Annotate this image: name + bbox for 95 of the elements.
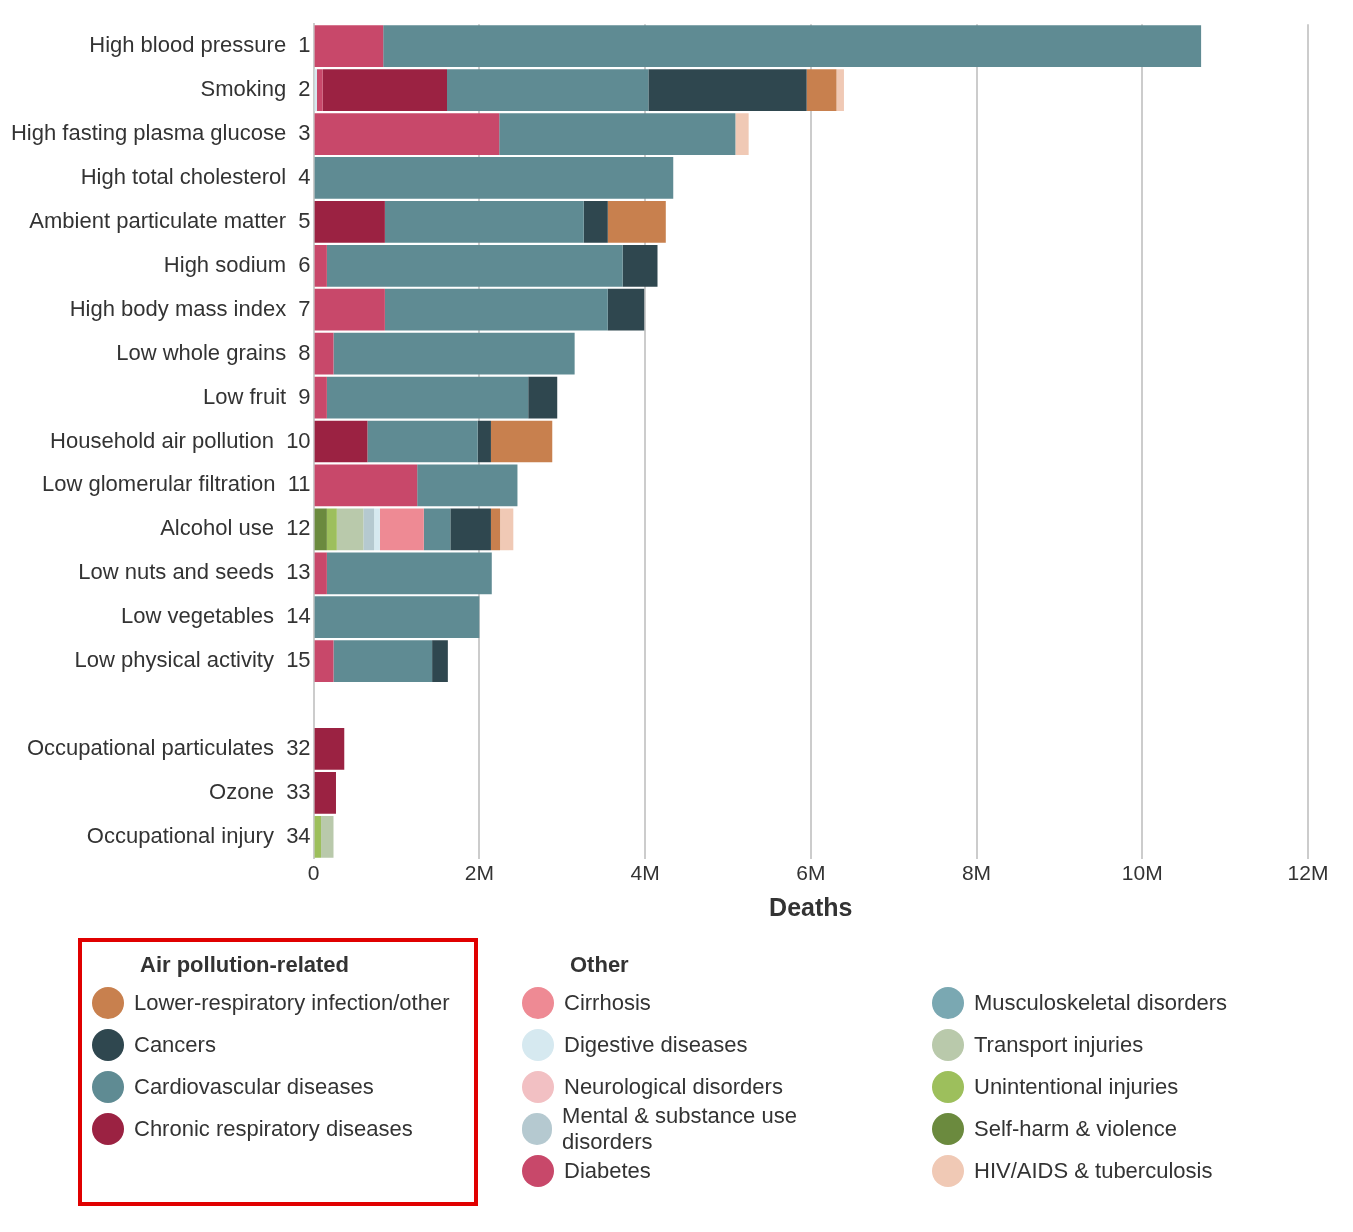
y-tick-label: Low glomerular filtration 11: [42, 471, 311, 497]
bar: [314, 113, 500, 155]
x-tick-label: 8M: [961, 861, 992, 885]
legend-label: Cardiovascular diseases: [134, 1074, 374, 1100]
bar: [384, 201, 584, 243]
bar: [379, 508, 424, 551]
bar: [363, 508, 375, 551]
bar: [314, 25, 384, 68]
legend-label: Mental & substance use disorders: [562, 1103, 798, 1155]
text: Air pollution-related: [139, 952, 350, 979]
y-tick-label: High total cholesterol 4: [80, 164, 311, 189]
bar: [490, 420, 553, 463]
x-tick-label: 6M: [796, 861, 826, 885]
y-tick-label: High blood pressure 1: [89, 32, 311, 58]
y-tick-label: Ozone 33: [209, 778, 311, 804]
bar: [326, 376, 529, 419]
bar: [314, 508, 327, 551]
bar: [490, 508, 501, 551]
bar: [314, 552, 327, 595]
bar: [836, 69, 844, 111]
bar: [314, 244, 327, 287]
bar: [499, 113, 736, 155]
bar: [314, 288, 385, 331]
bar: [477, 420, 491, 463]
bar: [314, 376, 327, 419]
bar: [314, 596, 480, 639]
bar: [432, 640, 448, 682]
bar: [528, 376, 558, 419]
legend-label: HIV/AIDS & tuberculosis: [974, 1158, 1213, 1184]
bar: [314, 728, 345, 770]
bar: [326, 244, 623, 287]
bar: [384, 288, 608, 331]
bar: [622, 244, 658, 287]
bar: [383, 25, 1202, 68]
bar: [322, 69, 448, 111]
x-tick-label: 12M: [1287, 861, 1329, 885]
bar: [314, 815, 322, 858]
legend-label: Self-harm & violence: [974, 1116, 1177, 1142]
bar: [314, 640, 334, 682]
legend-label: Diabetes: [564, 1158, 651, 1184]
bar: [326, 508, 337, 551]
bar: [450, 508, 491, 551]
bar: [314, 201, 385, 243]
legend-label: Unintentional injuries: [974, 1074, 1179, 1100]
y-tick-label: Household air pollution 10: [50, 427, 311, 453]
bar: [648, 69, 807, 111]
y-tick-label: High sodium 6: [163, 251, 311, 277]
bar: [607, 288, 645, 331]
bar: [333, 332, 575, 375]
y-tick-label: Alcohol use 12: [160, 515, 311, 541]
x-tick-label: 2M: [464, 861, 494, 885]
y-tick-label: Occupational injury 34: [86, 822, 311, 848]
y-tick-label: Low fruit 9: [203, 383, 311, 409]
bar: [336, 508, 364, 551]
bar: [314, 420, 368, 463]
bar: [417, 464, 518, 507]
y-tick-label: Low physical activity 15: [74, 647, 311, 673]
legend-label: Chronic respiratory diseases: [134, 1116, 413, 1142]
x-tick-label: 0: [307, 861, 320, 885]
y-tick-label: High fasting plasma glucose 3: [10, 120, 311, 146]
y-tick-label: Occupational particulates 32: [26, 735, 311, 761]
bar: [500, 508, 514, 551]
y-tick-label: Smoking 2: [200, 76, 311, 102]
bar: [314, 464, 418, 507]
bar: [333, 640, 433, 682]
x-axis-title: Deaths: [769, 892, 853, 921]
bar: [374, 508, 380, 551]
bar: [314, 772, 336, 814]
legend-label: Transport injuries: [974, 1032, 1144, 1058]
legend-label: Cancers: [134, 1032, 216, 1058]
bar: [326, 552, 492, 595]
bar: [316, 69, 323, 111]
bar: [314, 332, 334, 375]
x-tick-label: 4M: [630, 861, 660, 885]
legend-label: Cirrhosis: [564, 990, 651, 1016]
y-tick-label: Low whole grains 8: [116, 339, 311, 365]
bar: [314, 157, 674, 199]
text: Other: [569, 952, 630, 979]
bar: [583, 201, 608, 243]
bar: [447, 69, 649, 111]
x-tick-label: 10M: [1121, 861, 1163, 885]
legend-label: Neurological disorders: [564, 1074, 783, 1100]
y-tick-label: Ambient particulate matter 5: [29, 207, 311, 233]
y-tick-label: High body mass index 7: [69, 295, 311, 321]
legend-label: Digestive diseases: [564, 1032, 748, 1058]
bar: [367, 420, 478, 463]
legend-label: Lower-respiratory infection/other: [134, 990, 450, 1016]
y-tick-label: Low vegetables 14: [121, 603, 311, 629]
legend-label: Musculoskeletal disorders: [974, 990, 1228, 1016]
bar: [735, 113, 749, 155]
bar: [423, 508, 451, 551]
bar: [607, 201, 666, 243]
bar: [321, 815, 334, 858]
bar: [806, 69, 837, 111]
y-tick-label: Low nuts and seeds 13: [78, 559, 311, 585]
